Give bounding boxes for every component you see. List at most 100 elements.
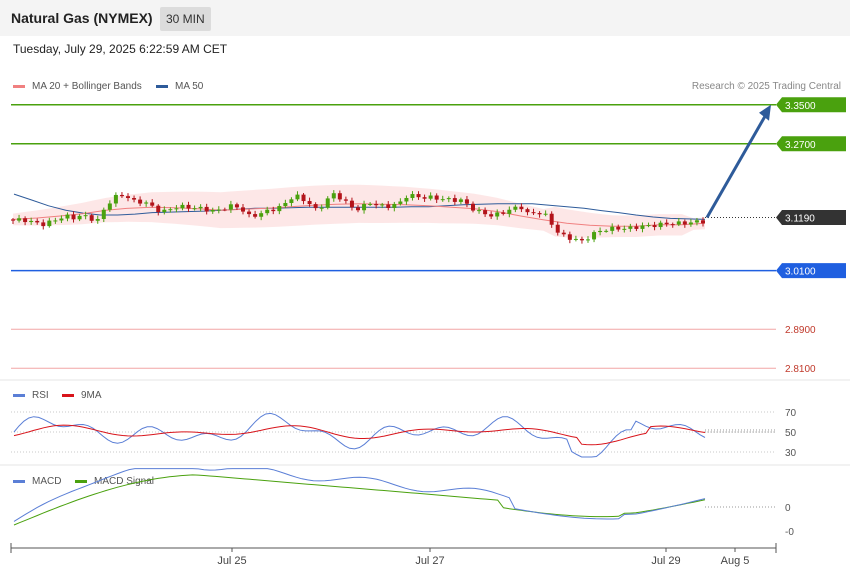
- candle-body: [537, 213, 542, 215]
- candle-body: [549, 213, 554, 225]
- candle-body: [53, 220, 58, 222]
- candle-body: [29, 220, 34, 223]
- candle-body: [495, 212, 500, 217]
- candle-body: [664, 222, 669, 225]
- candle-body: [150, 202, 155, 206]
- macd-legend: MACD: [13, 476, 61, 487]
- candle-body: [271, 209, 276, 212]
- macd-tick-label: -0: [785, 527, 794, 538]
- ma50-swatch: [156, 85, 168, 88]
- candle-body: [579, 238, 584, 241]
- candle-body: [446, 198, 451, 200]
- candle-body: [501, 212, 506, 214]
- instrument-title: Natural Gas (NYMEX): [11, 10, 153, 26]
- candle-body: [119, 194, 124, 197]
- rsi-ma-swatch: [62, 394, 74, 397]
- candle-body: [144, 202, 149, 204]
- ma50-line: [13, 193, 706, 220]
- rsi-ma-legend-label: 9MA: [81, 390, 102, 401]
- rsi-legend: RSI: [13, 390, 49, 401]
- candle-body: [404, 197, 409, 202]
- candle-body: [483, 210, 488, 215]
- candle-body: [319, 207, 324, 209]
- candle-body: [259, 213, 264, 217]
- candle-body: [440, 199, 445, 201]
- rsi-tick-label: 70: [785, 408, 797, 419]
- candle-body: [156, 205, 161, 213]
- rsi-tick-label: 50: [785, 428, 797, 439]
- ma20-legend-label: MA 20 + Bollinger Bands: [32, 81, 142, 92]
- timeframe-badge[interactable]: 30 MIN: [160, 7, 211, 31]
- candle-body: [356, 207, 360, 211]
- macd-signal-line: [13, 474, 706, 526]
- candle-body: [592, 232, 597, 240]
- candle-body: [107, 203, 112, 210]
- rsi-swatch: [13, 394, 25, 397]
- ma20-legend: MA 20 + Bollinger Bands: [13, 81, 142, 92]
- candle-body: [59, 218, 64, 221]
- candle-body: [331, 193, 336, 199]
- candle-body: [41, 222, 46, 227]
- candle-body: [598, 230, 603, 233]
- candle-body: [325, 198, 330, 208]
- candle-body: [343, 199, 348, 201]
- candle-body: [77, 215, 82, 220]
- candle-body: [640, 225, 645, 229]
- candle-body: [186, 204, 191, 209]
- datetime-label: Tuesday, July 29, 2025 6:22:59 AM CET: [13, 42, 228, 56]
- candle-body: [35, 220, 40, 223]
- candle-body: [83, 215, 88, 217]
- candle-body: [567, 234, 572, 240]
- candle-body: [349, 200, 354, 208]
- candle-body: [180, 204, 185, 209]
- candle-body: [434, 195, 439, 200]
- candle-body: [398, 201, 403, 204]
- candle-body: [222, 209, 227, 211]
- candle-body: [95, 219, 100, 221]
- candle-body: [241, 207, 245, 212]
- candle-body: [477, 210, 482, 212]
- candle-body: [682, 221, 687, 225]
- candle-body: [362, 204, 367, 211]
- candle-body: [253, 214, 258, 217]
- level-label-3.3500: 3.3500: [785, 101, 816, 112]
- credit-label: Research © 2025 Trading Central: [691, 81, 841, 92]
- candle-body: [47, 220, 52, 227]
- level-label-3.0100: 3.0100: [785, 267, 816, 278]
- candle-body: [676, 221, 681, 225]
- candle-body: [113, 194, 118, 204]
- candle-body: [23, 218, 28, 223]
- projection-arrowhead: [759, 104, 771, 121]
- candle-body: [531, 212, 536, 214]
- level-tag-3.0100: [776, 263, 846, 279]
- rsi-line: [13, 412, 706, 458]
- level-label-3.2700: 3.2700: [785, 140, 816, 151]
- candle-body: [247, 211, 252, 215]
- macd-line: [13, 468, 706, 522]
- x-tick-label: Aug 5: [721, 555, 750, 567]
- macd-signal-legend-label: MACD Signal: [94, 476, 155, 487]
- candle-body: [694, 220, 699, 223]
- candle-body: [471, 203, 475, 211]
- ma50-legend: MA 50: [156, 81, 203, 92]
- candle-body: [368, 203, 373, 205]
- x-tick-label: Jul 29: [651, 555, 680, 567]
- candle-body: [192, 208, 197, 210]
- candle-body: [380, 204, 385, 206]
- candle-body: [634, 226, 639, 229]
- candle-body: [452, 198, 457, 202]
- candle-body: [622, 228, 627, 230]
- candle-body: [216, 209, 221, 211]
- candle-body: [658, 222, 663, 228]
- macd-legend-label: MACD: [32, 476, 62, 487]
- candle-body: [283, 202, 288, 207]
- candle-body: [168, 209, 173, 211]
- candle-body: [101, 209, 106, 220]
- candle-body: [410, 194, 415, 198]
- candle-body: [670, 224, 675, 226]
- candle-body: [228, 204, 233, 210]
- candle-body: [17, 218, 22, 221]
- candle-body: [543, 213, 548, 215]
- candle-body: [604, 230, 609, 232]
